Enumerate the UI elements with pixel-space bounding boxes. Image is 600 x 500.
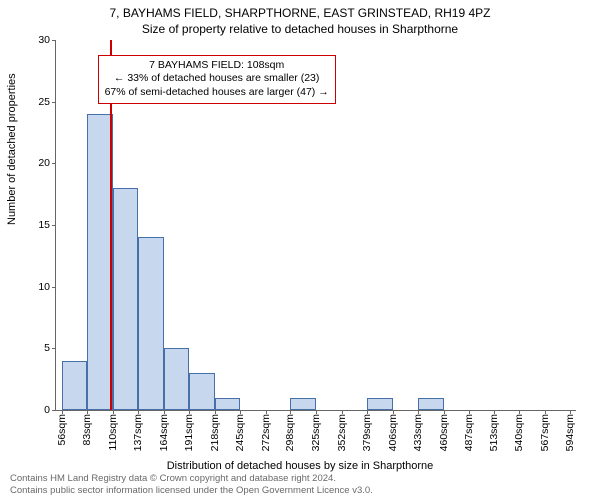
x-tick-label: 218sqm [209,410,221,451]
x-tick-label: 298sqm [284,410,296,451]
x-tick-label: 191sqm [183,410,195,451]
histogram-bar [62,361,88,410]
x-tick-label: 83sqm [81,410,93,446]
x-tick-mark [494,410,495,414]
histogram-bar [113,188,139,410]
x-tick-label: 56sqm [56,410,68,446]
histogram-bar [418,398,444,410]
x-tick-label: 110sqm [107,410,119,451]
x-tick-label: 272sqm [260,410,272,451]
chart-title-line1: 7, BAYHAMS FIELD, SHARPTHORNE, EAST GRIN… [0,6,600,20]
x-tick-mark [570,410,571,414]
y-tick-mark [52,348,56,349]
x-tick-mark [545,410,546,414]
x-tick-mark [418,410,419,414]
x-tick-label: 379sqm [361,410,373,451]
y-tick-mark [52,225,56,226]
x-tick-label: 567sqm [539,410,551,451]
plot-area: 05101520253056sqm83sqm110sqm137sqm164sqm… [55,40,576,411]
footer-attribution: Contains HM Land Registry data © Crown c… [10,473,373,496]
x-tick-mark [469,410,470,414]
histogram-bar [367,398,393,410]
x-tick-label: 433sqm [412,410,424,451]
y-tick-mark [52,287,56,288]
x-axis-label: Distribution of detached houses by size … [0,460,600,472]
x-tick-mark [342,410,343,414]
y-tick-mark [52,40,56,41]
x-tick-mark [240,410,241,414]
x-tick-mark [62,410,63,414]
callout-line: 7 BAYHAMS FIELD: 108sqm [105,59,329,73]
x-tick-mark [367,410,368,414]
callout-box: 7 BAYHAMS FIELD: 108sqm← 33% of detached… [98,55,336,104]
x-tick-label: 594sqm [564,410,576,451]
x-tick-mark [189,410,190,414]
x-tick-mark [316,410,317,414]
x-tick-label: 406sqm [387,410,399,451]
x-tick-mark [215,410,216,414]
x-tick-label: 487sqm [463,410,475,451]
y-tick-mark [52,102,56,103]
x-tick-mark [164,410,165,414]
x-tick-mark [87,410,88,414]
histogram-bar [164,348,190,410]
y-axis-label: Number of detached properties [6,73,18,225]
chart-title-line2: Size of property relative to detached ho… [0,22,600,36]
histogram-bar [138,237,164,410]
histogram-bar [215,398,241,410]
x-tick-label: 460sqm [438,410,450,451]
x-tick-label: 137sqm [132,410,144,451]
footer-line2: Contains public sector information licen… [10,485,373,496]
x-tick-mark [138,410,139,414]
x-tick-mark [266,410,267,414]
footer-line1: Contains HM Land Registry data © Crown c… [10,473,373,484]
histogram-bar [290,398,316,410]
y-tick-mark [52,163,56,164]
callout-line: 67% of semi-detached houses are larger (… [105,86,329,100]
x-tick-mark [113,410,114,414]
x-tick-mark [444,410,445,414]
x-tick-mark [393,410,394,414]
x-tick-mark [290,410,291,414]
x-tick-label: 245sqm [234,410,246,451]
x-tick-label: 325sqm [310,410,322,451]
histogram-bar [189,373,215,410]
x-tick-label: 513sqm [488,410,500,451]
callout-line: ← 33% of detached houses are smaller (23… [105,72,329,86]
x-tick-label: 352sqm [336,410,348,451]
chart-container: 7, BAYHAMS FIELD, SHARPTHORNE, EAST GRIN… [0,0,600,500]
x-tick-label: 540sqm [513,410,525,451]
x-tick-label: 164sqm [158,410,170,451]
x-tick-mark [519,410,520,414]
